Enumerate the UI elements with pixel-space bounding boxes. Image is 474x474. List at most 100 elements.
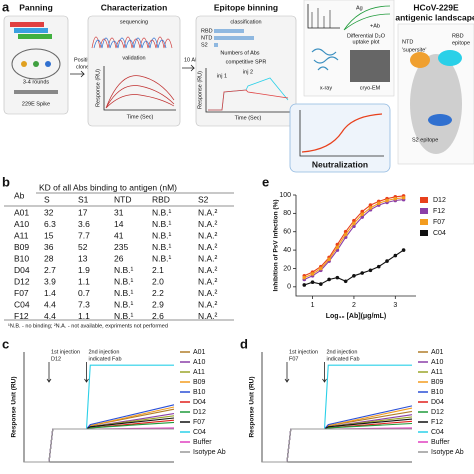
annotation: D12: [51, 356, 61, 362]
table-cell: N.A.²: [198, 299, 218, 309]
label: Numbers of Abs: [220, 50, 259, 56]
series-line: [24, 419, 175, 463]
y-tick-label: 80: [283, 210, 291, 217]
point: [319, 266, 323, 271]
label: uptake plot: [353, 39, 380, 45]
icon: [18, 34, 52, 39]
series-line: [262, 418, 413, 463]
point: [302, 283, 307, 287]
icon: [208, 89, 289, 111]
table-header: S2: [198, 194, 209, 204]
legend-label: C04: [433, 230, 446, 237]
table-header: RBD: [152, 194, 170, 204]
icon: [438, 50, 462, 66]
point: [335, 245, 340, 250]
step-title: antigenic landscape: [395, 12, 474, 22]
icon: [14, 90, 58, 94]
table-cell: A01: [14, 207, 29, 217]
icon: [45, 61, 51, 67]
legend-swatch: [420, 230, 428, 236]
table: KD of all Abs binding to antigen (nM) Ab S…: [4, 182, 234, 329]
axis: [261, 352, 412, 463]
table-cell: 0.7: [78, 288, 90, 298]
series-line: [262, 410, 413, 463]
axis-label: Response (RU): [197, 71, 203, 109]
point: [319, 282, 323, 286]
table-cell: N.B.¹: [114, 265, 134, 275]
table-cell: 28: [44, 253, 54, 263]
table-cell: N.A.²: [198, 230, 218, 240]
icon: [214, 36, 254, 40]
annotation: indicated Fab: [327, 356, 360, 362]
legend-label: Isotype Ab: [431, 449, 464, 456]
icon: [350, 50, 390, 82]
label: epitope: [452, 40, 470, 46]
point: [352, 274, 356, 278]
table-cell: 36: [44, 242, 54, 252]
box: [195, 15, 297, 127]
icon: [301, 113, 383, 153]
table-cell: A10: [14, 219, 29, 229]
legend-label: D04: [431, 399, 444, 406]
axis: [23, 352, 174, 463]
table-header: Ab: [14, 190, 25, 200]
label: NTD: [402, 39, 413, 45]
legend-label: C04: [193, 429, 206, 436]
point: [302, 275, 307, 280]
table-cell: 41: [114, 230, 124, 240]
annotation-arrow: [84, 362, 89, 383]
legend-label: A10: [431, 359, 444, 366]
y-axis-label: Response Unit (RU): [249, 376, 256, 437]
icon: [428, 114, 452, 126]
legend-label: A01: [431, 349, 444, 356]
point: [310, 272, 315, 276]
table-header: S: [44, 194, 50, 204]
annotation-arrow: [46, 362, 52, 383]
table-cell: A11: [14, 230, 29, 240]
table-cell: 14: [114, 219, 124, 229]
table-cell: 2.2: [152, 288, 164, 298]
box: [289, 103, 391, 173]
label: Differential D₂O: [347, 33, 386, 39]
series-line: [262, 428, 412, 463]
point: [352, 221, 356, 226]
label: RBD: [201, 28, 213, 34]
icon: [93, 37, 167, 49]
point: [376, 264, 381, 269]
point: [360, 271, 365, 275]
legend-label: D12: [433, 197, 446, 204]
table-cell: 3.9: [44, 276, 56, 286]
axis: [307, 4, 340, 29]
legend-label: D04: [193, 399, 206, 406]
point: [310, 280, 315, 285]
point: [360, 212, 365, 217]
point: [401, 195, 406, 200]
point: [385, 198, 389, 203]
legend-label: F07: [433, 219, 445, 226]
label: 229E Spike: [22, 101, 50, 107]
annotation: F07: [289, 356, 298, 362]
label: S2 epitope: [412, 137, 438, 143]
table-cell: 1.1: [78, 276, 90, 286]
series-line: [262, 414, 413, 463]
label: classification: [230, 19, 261, 25]
legend-label: B10: [431, 389, 444, 396]
legend-label: B09: [193, 379, 206, 386]
label: +Ab: [370, 23, 380, 29]
y-tick-label: 20: [283, 265, 291, 272]
series-line: [304, 197, 404, 279]
table-cell: N.A.²: [198, 276, 218, 286]
point: [393, 196, 398, 201]
legend-label: B09: [431, 379, 444, 386]
panel-label: e: [262, 174, 269, 189]
legend-label: A10: [193, 359, 206, 366]
label: Ag: [356, 5, 363, 11]
icon: [14, 28, 48, 33]
step-title: HCoV-229E: [413, 2, 459, 12]
legend-label: D12: [431, 409, 444, 416]
table-cell: N.A.²: [198, 253, 218, 263]
annotation: 1st injection: [51, 349, 80, 355]
table-cell: 4.4: [44, 311, 56, 321]
axis: [295, 195, 416, 297]
label: Positive: [74, 57, 93, 63]
